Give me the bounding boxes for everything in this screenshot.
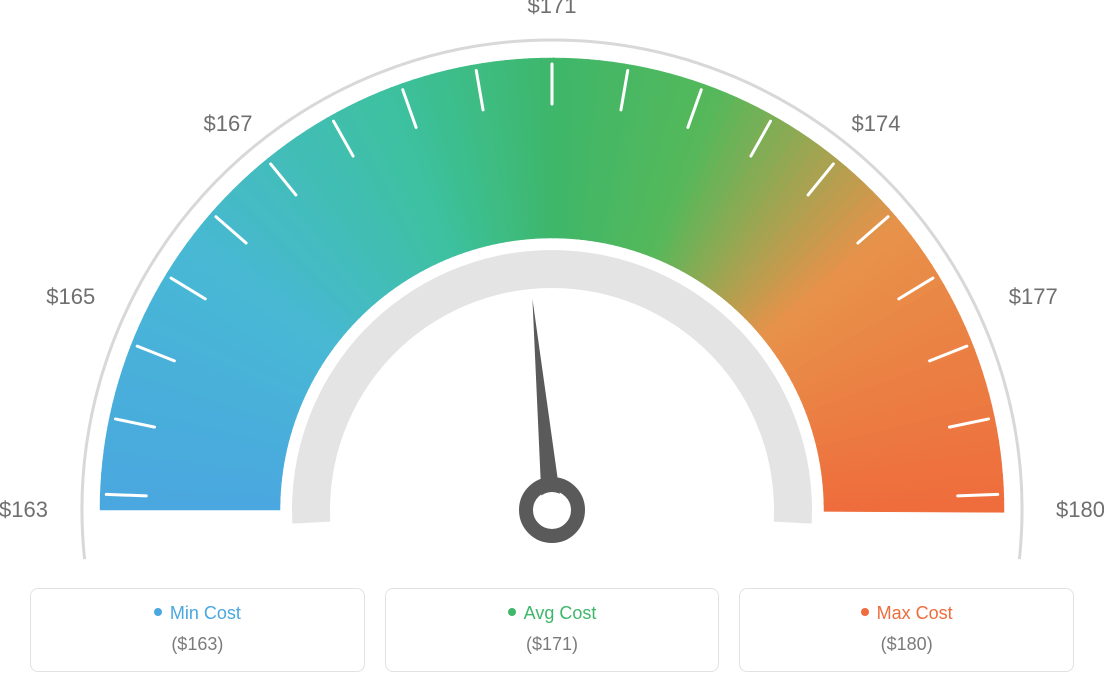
legend-max-label: Max Cost (877, 603, 953, 623)
legend-max-title: Max Cost (740, 603, 1073, 624)
tick-label: $177 (1009, 284, 1058, 309)
legend-row: Min Cost ($163) Avg Cost ($171) Max Cost… (0, 588, 1104, 672)
legend-min-title: Min Cost (31, 603, 364, 624)
cost-gauge-chart: $163 $165 $167 $171 $174 $177 $180 Min Cost ($… (0, 0, 1104, 690)
tick-label: $165 (46, 284, 95, 309)
tick-label: $174 (851, 111, 900, 136)
tick-label: $167 (204, 111, 253, 136)
dot-icon (861, 608, 869, 616)
tick-label: $163 (0, 497, 48, 522)
dot-icon (508, 608, 516, 616)
gauge-svg: $163 $165 $167 $171 $174 $177 $180 (0, 0, 1104, 560)
tick-label: $180 (1056, 497, 1104, 522)
tick-label: $171 (528, 0, 577, 18)
legend-min-value: ($163) (31, 634, 364, 655)
legend-avg-title: Avg Cost (386, 603, 719, 624)
gauge-area: $163 $165 $167 $171 $174 $177 $180 (0, 0, 1104, 560)
legend-avg-value: ($171) (386, 634, 719, 655)
needle-hub-inner (534, 492, 570, 528)
legend-card-min: Min Cost ($163) (30, 588, 365, 672)
legend-card-max: Max Cost ($180) (739, 588, 1074, 672)
legend-max-value: ($180) (740, 634, 1073, 655)
legend-min-label: Min Cost (170, 603, 241, 623)
legend-card-avg: Avg Cost ($171) (385, 588, 720, 672)
legend-avg-label: Avg Cost (524, 603, 597, 623)
dot-icon (154, 608, 162, 616)
